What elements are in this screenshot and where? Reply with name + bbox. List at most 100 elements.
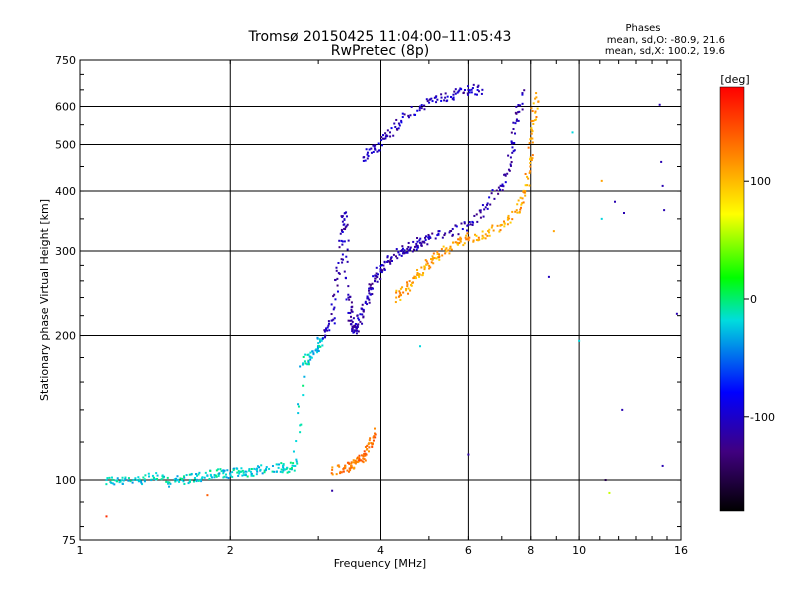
trace-scatter-point (366, 153, 369, 156)
trace-scatter-point (352, 331, 355, 334)
trace-scatter-point (448, 252, 451, 255)
trace-scatter-point (457, 243, 460, 246)
trace-scatter-point (368, 439, 371, 442)
trace-scatter-point (416, 244, 419, 247)
trace-scatter-point (215, 469, 218, 472)
trace-scatter-point (364, 454, 367, 457)
trace-scatter-point (499, 229, 502, 232)
trace-scatter-point (397, 251, 400, 254)
trace-scatter-point (302, 355, 305, 358)
trace-point (350, 319, 353, 322)
trace-scatter-point (488, 234, 491, 237)
trace-scatter-point (506, 216, 509, 219)
trace-scatter-point (511, 210, 514, 213)
trace-scatter-point (302, 384, 305, 387)
trace-scatter-point (280, 468, 283, 471)
trace-scatter-point (534, 97, 537, 100)
trace-scatter-point (431, 100, 434, 103)
trace-scatter-point (362, 308, 365, 311)
trace-scatter-point (498, 230, 501, 233)
trace-scatter-point (361, 460, 364, 463)
trace-scatter-point (380, 144, 383, 147)
trace-scatter-point (510, 141, 513, 144)
trace-scatter-point (457, 90, 460, 93)
trace-scatter-point (399, 294, 402, 297)
trace-scatter-point (375, 266, 378, 269)
trace-scatter-point (238, 472, 241, 475)
trace-scatter-point (303, 375, 306, 378)
trace-scatter-point (471, 223, 474, 226)
trace-scatter-point (531, 141, 534, 144)
trace-point (481, 88, 484, 91)
trace-scatter-point (324, 336, 327, 339)
trace-point (509, 156, 512, 159)
trace-scatter-point (428, 98, 431, 101)
trace-scatter-point (350, 308, 353, 311)
outlier-point (571, 131, 574, 134)
trace-scatter-point (299, 365, 302, 368)
x-tick-labels: 1 2 4 6 8 10 16 (77, 544, 689, 557)
y-tick-label: 500 (55, 139, 76, 152)
trace-scatter-point (461, 228, 464, 231)
trace-scatter-point (436, 250, 439, 253)
trace-scatter-point (390, 259, 393, 262)
outlier-point (552, 230, 555, 233)
trace-scatter-point (161, 474, 164, 477)
trace-scatter-point (332, 295, 335, 298)
trace-scatter-point (190, 473, 193, 476)
trace-scatter-point (406, 247, 409, 250)
trace-scatter-point (300, 423, 303, 426)
trace-scatter-point (438, 230, 441, 233)
trace-scatter-point (147, 472, 150, 475)
trace-scatter-point (399, 287, 402, 290)
trace-scatter-point (355, 332, 358, 335)
trace-scatter-point (291, 464, 294, 467)
trace-scatter-point (150, 479, 153, 482)
trace-scatter-point (434, 96, 437, 99)
trace-scatter-point (468, 236, 471, 239)
trace-scatter-point (437, 256, 440, 259)
trace-scatter-point (265, 467, 268, 470)
trace-scatter-point (521, 202, 524, 205)
trace-scatter-point (470, 91, 473, 94)
trace-scatter-point (429, 266, 432, 269)
trace-scatter-point (183, 476, 186, 479)
trace-scatter-point (301, 363, 304, 366)
trace-scatter-point (529, 170, 532, 173)
trace-scatter-point (450, 96, 453, 99)
trace-scatter-point (341, 243, 344, 246)
trace-scatter-point (345, 211, 348, 214)
trace-scatter-point (106, 477, 109, 480)
trace-scatter-point (315, 348, 318, 351)
trace-scatter-point (518, 110, 521, 113)
trace-scatter-point (165, 480, 168, 483)
trace-scatter-point (431, 258, 434, 261)
trace-scatter-point (285, 468, 288, 471)
trace-scatter-point (454, 241, 457, 244)
trace-point (180, 479, 183, 482)
trace-scatter-point (535, 116, 538, 119)
trace-scatter-point (435, 101, 438, 104)
trace-scatter-point (287, 470, 290, 473)
trace-scatter-point (510, 140, 513, 143)
trace-scatter-point (444, 92, 447, 95)
trace-scatter-point (356, 314, 359, 317)
trace-scatter-point (297, 403, 300, 406)
trace-scatter-point (174, 480, 177, 483)
trace-scatter-point (486, 203, 489, 206)
trace-scatter-point (350, 315, 353, 318)
trace-scatter-point (142, 476, 145, 479)
scatter-points (105, 83, 678, 518)
trace-scatter-point (336, 277, 339, 280)
trace-scatter-point (362, 457, 365, 460)
outlier-point (675, 312, 678, 315)
trace-scatter-point (440, 248, 443, 251)
trace-scatter-point (530, 159, 533, 162)
trace-point (432, 257, 435, 260)
trace-scatter-point (483, 208, 486, 211)
trace-scatter-point (396, 257, 399, 260)
trace-scatter-point (162, 476, 165, 479)
trace-scatter-point (393, 122, 396, 125)
trace-scatter-point (497, 192, 500, 195)
trace-scatter-point (368, 298, 371, 301)
